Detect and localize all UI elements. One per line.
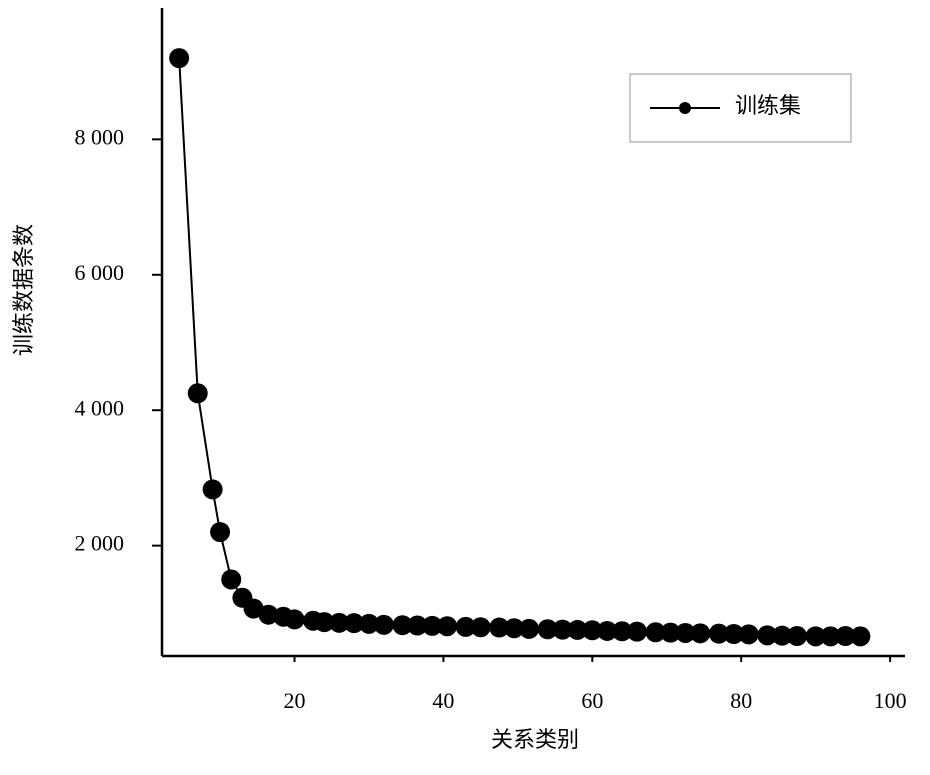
data-point xyxy=(392,615,413,636)
data-point xyxy=(757,625,778,646)
data-point xyxy=(519,618,540,639)
data-point xyxy=(169,48,190,69)
data-point xyxy=(626,621,647,642)
data-point xyxy=(437,616,458,637)
x-tick-label: 40 xyxy=(432,688,454,713)
data-point xyxy=(455,616,476,637)
data-point xyxy=(552,619,573,640)
x-tick-label: 20 xyxy=(284,688,306,713)
data-point xyxy=(407,615,428,636)
data-point xyxy=(723,623,744,644)
data-point xyxy=(850,626,871,647)
data-point xyxy=(422,615,443,636)
data-point xyxy=(284,609,305,630)
data-point xyxy=(708,623,729,644)
y-tick-label: 8 000 xyxy=(75,124,125,149)
data-point xyxy=(329,612,350,633)
data-point xyxy=(258,604,279,625)
data-point xyxy=(344,613,365,634)
data-point xyxy=(314,612,335,633)
legend-marker xyxy=(679,102,691,114)
data-point xyxy=(645,622,666,643)
data-point xyxy=(567,619,588,640)
x-tick-label: 100 xyxy=(874,688,907,713)
data-point xyxy=(738,624,759,645)
data-point xyxy=(612,621,633,642)
data-point xyxy=(187,383,208,404)
data-point xyxy=(202,479,223,500)
data-point xyxy=(597,620,618,641)
data-point xyxy=(470,617,491,638)
data-point xyxy=(675,622,696,643)
data-point xyxy=(787,626,808,647)
legend-label: 训练集 xyxy=(735,93,801,118)
data-point xyxy=(660,622,681,643)
data-point xyxy=(690,623,711,644)
y-tick-label: 6 000 xyxy=(75,260,125,285)
x-tick-label: 60 xyxy=(581,688,603,713)
y-axis-label: 训练数据条数 xyxy=(11,224,36,356)
data-point xyxy=(210,522,231,543)
y-tick-label: 4 000 xyxy=(75,395,125,420)
data-point xyxy=(772,625,793,646)
data-point xyxy=(373,614,394,635)
data-point xyxy=(582,620,603,641)
data-point xyxy=(820,626,841,647)
data-point xyxy=(805,626,826,647)
series-line xyxy=(178,58,861,638)
data-point xyxy=(835,626,856,647)
x-tick-label: 80 xyxy=(730,688,752,713)
data-point xyxy=(537,619,558,640)
data-point xyxy=(504,618,525,639)
x-axis-label: 关系类别 xyxy=(491,727,579,752)
data-point xyxy=(221,569,242,590)
y-tick-label: 2 000 xyxy=(75,531,125,556)
data-point xyxy=(489,617,510,638)
data-point xyxy=(358,613,379,634)
